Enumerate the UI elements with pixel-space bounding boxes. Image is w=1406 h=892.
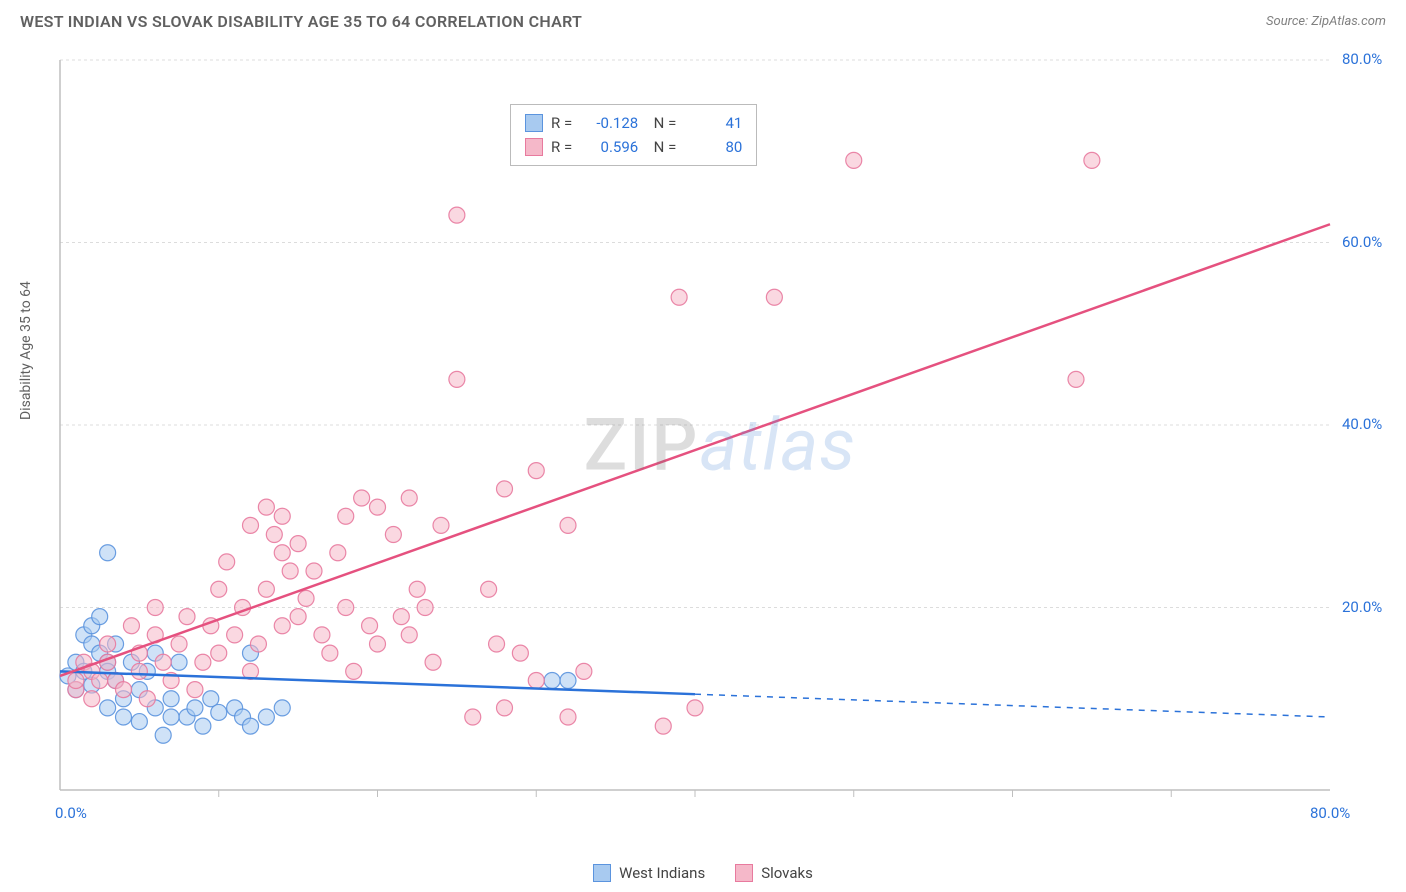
swatch-icon	[735, 864, 753, 882]
axis-tick-label: 0.0%	[55, 804, 87, 822]
axis-tick-label: 20.0%	[1342, 598, 1382, 616]
y-axis-label: Disability Age 35 to 64	[18, 281, 34, 420]
swatch-slovaks	[525, 138, 543, 156]
axis-tick-label: 80.0%	[1342, 50, 1382, 68]
source-credit: Source: ZipAtlas.com	[1266, 14, 1386, 29]
swatch-west-indians	[525, 114, 543, 132]
legend-label: Slovaks	[761, 864, 813, 882]
r-value-west-indians: -0.128	[580, 111, 638, 135]
stats-row-west-indians: R = -0.128 N = 41	[525, 111, 742, 135]
axis-tick-label: 60.0%	[1342, 233, 1382, 251]
bottom-legend: West Indians Slovaks	[0, 864, 1406, 882]
chart-container: ZIPatlas R = -0.128 N = 41 R = 0.596 N =…	[50, 50, 1390, 840]
scatter-plot	[50, 50, 1390, 840]
swatch-icon	[593, 864, 611, 882]
legend-label: West Indians	[619, 864, 705, 882]
legend-item-west-indians: West Indians	[593, 864, 705, 882]
page-title: WEST INDIAN VS SLOVAK DISABILITY AGE 35 …	[20, 12, 582, 31]
n-value-west-indians: 41	[684, 111, 742, 135]
legend-item-slovaks: Slovaks	[735, 864, 813, 882]
r-value-slovaks: 0.596	[580, 135, 638, 159]
axis-tick-label: 80.0%	[1310, 804, 1350, 822]
n-value-slovaks: 80	[684, 135, 742, 159]
stats-legend-box: R = -0.128 N = 41 R = 0.596 N = 80	[510, 104, 757, 166]
axis-tick-label: 40.0%	[1342, 415, 1382, 433]
stats-row-slovaks: R = 0.596 N = 80	[525, 135, 742, 159]
